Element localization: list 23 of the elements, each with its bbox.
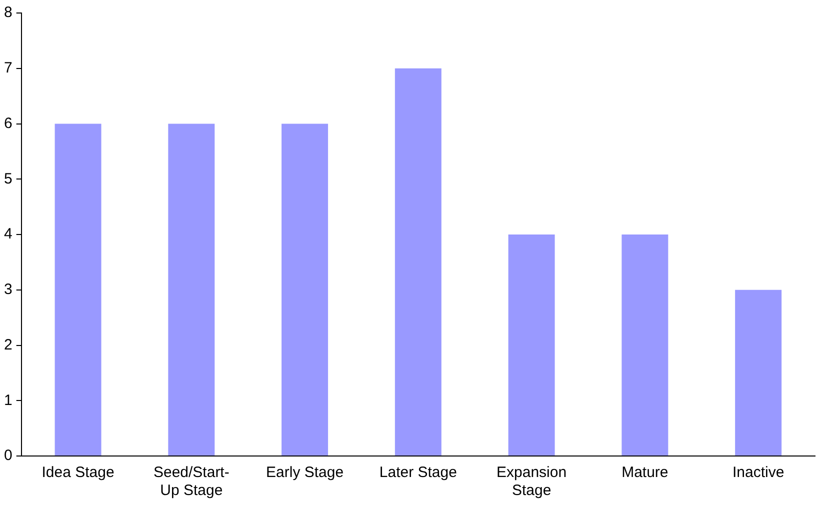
x-tick-label: Idea Stage <box>42 464 114 482</box>
y-tick-label: 1 <box>4 392 12 409</box>
y-tick-label: 3 <box>4 281 12 298</box>
y-tick-label: 5 <box>4 170 12 188</box>
bar <box>168 124 215 456</box>
x-tick-label: Later Stage <box>379 464 457 482</box>
x-tick-label: Seed/Start-Up Stage <box>153 464 230 500</box>
y-tick-label: 0 <box>4 447 12 464</box>
y-tick-label: 6 <box>4 114 12 132</box>
bar <box>508 234 555 456</box>
x-tick-label: Expansion Stage <box>496 464 567 500</box>
bar <box>735 290 782 456</box>
bar <box>622 234 668 456</box>
y-tick-label: 4 <box>4 226 12 243</box>
x-tick-label: Early Stage <box>266 464 344 482</box>
bar <box>394 68 442 456</box>
x-tick-label: Mature <box>622 464 668 482</box>
y-tick-label: 2 <box>4 336 12 354</box>
x-tick-label: Inactive <box>732 464 784 482</box>
bar <box>54 124 102 456</box>
y-tick-label: 8 <box>4 4 12 22</box>
y-tick-label: 7 <box>4 60 12 77</box>
bar <box>282 124 328 456</box>
